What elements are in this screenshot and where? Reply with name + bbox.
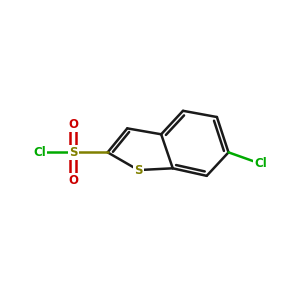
Text: S: S bbox=[69, 146, 78, 159]
Text: O: O bbox=[68, 118, 79, 131]
Text: O: O bbox=[68, 174, 79, 187]
Text: Cl: Cl bbox=[254, 157, 267, 170]
Text: Cl: Cl bbox=[33, 146, 46, 159]
Text: S: S bbox=[134, 164, 142, 177]
